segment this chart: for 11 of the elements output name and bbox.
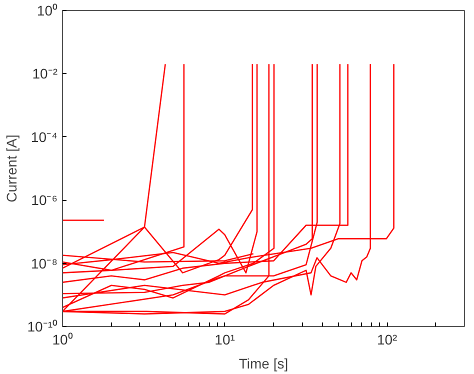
y-tick-label: 10⁻⁶ [31, 192, 58, 208]
x-tick-label: 10¹ [214, 332, 236, 348]
x-tick-label: 10⁰ [52, 332, 73, 348]
x-tick-label: 10² [376, 332, 398, 348]
y-tick-label: 10⁰ [36, 2, 58, 18]
x-axis-title: Time [s] [238, 356, 288, 372]
y-tick-label: 10⁻⁴ [30, 128, 58, 145]
y-tick-label: 10⁻² [32, 66, 58, 82]
y-tick-label: 10⁻¹⁰ [27, 318, 58, 334]
y-axis-title: Current [A] [3, 134, 20, 202]
y-tick-label: 10⁻⁸ [31, 255, 58, 272]
